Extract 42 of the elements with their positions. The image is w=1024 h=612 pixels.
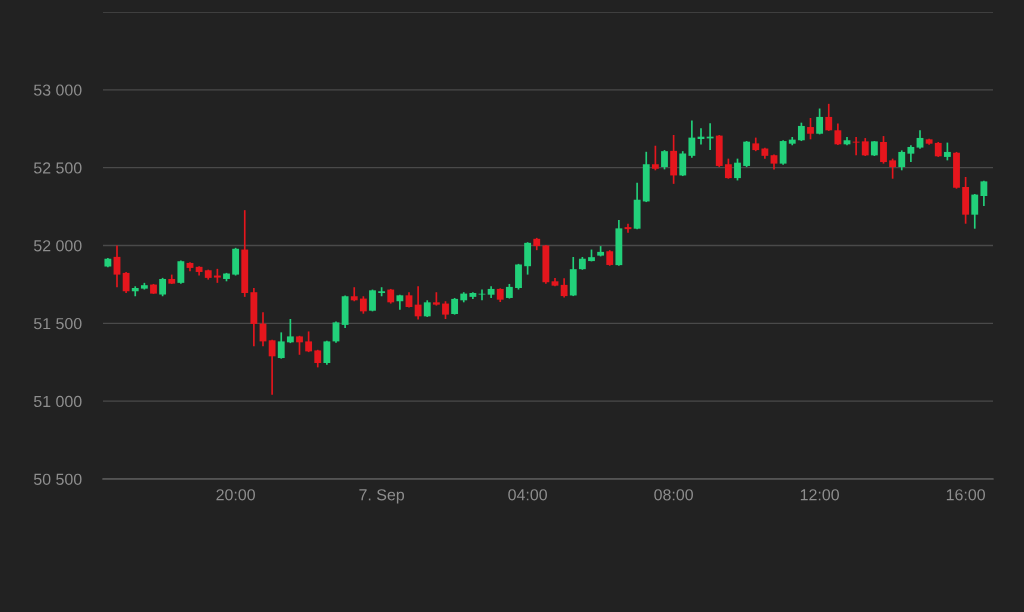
candlestick (734, 157, 741, 182)
candlestick (159, 277, 167, 298)
y-tick-label: 52 500 (33, 162, 82, 174)
candlestick (122, 271, 130, 294)
candlestick (797, 121, 805, 142)
candlestick (834, 122, 842, 146)
candlestick (724, 157, 732, 180)
candlestick (980, 179, 988, 207)
candlestick (916, 129, 924, 150)
candlestick (852, 136, 860, 157)
candlestick (560, 277, 568, 299)
candlestick (807, 117, 814, 141)
x-tick-label: 08:00 (654, 489, 693, 501)
candlestick (688, 119, 696, 159)
y-tick-label: 51 500 (33, 317, 82, 330)
candlestick (889, 157, 897, 180)
y-tick-label: 52 000 (33, 240, 82, 252)
candlestick (651, 144, 659, 172)
candlestick (478, 288, 486, 302)
candlestick (679, 150, 687, 177)
x-tick-label: 7. Sep (359, 489, 405, 504)
candlestick (305, 330, 313, 353)
candlestick (268, 338, 276, 396)
y-tick-label: 51 000 (33, 395, 82, 408)
candlestick (816, 107, 824, 136)
candlestick (277, 331, 285, 360)
candlestick (515, 263, 522, 291)
x-tick-label: 20:00 (216, 489, 255, 501)
candlestick (971, 193, 979, 230)
candlestick (779, 139, 787, 166)
y-tick-label: 53 000 (33, 84, 82, 96)
candlestick (524, 241, 532, 276)
y-tick-label: 50 500 (33, 473, 82, 485)
candlestick (880, 135, 887, 165)
candlestick (825, 103, 833, 132)
candlestick (898, 149, 906, 172)
candlestick (661, 149, 668, 171)
x-tick-label: 16:00 (946, 489, 985, 501)
candlestick (286, 318, 294, 344)
candlestick (414, 285, 422, 321)
x-tick-label: 12:00 (800, 489, 839, 501)
x-tick-label: 04:00 (508, 489, 547, 501)
